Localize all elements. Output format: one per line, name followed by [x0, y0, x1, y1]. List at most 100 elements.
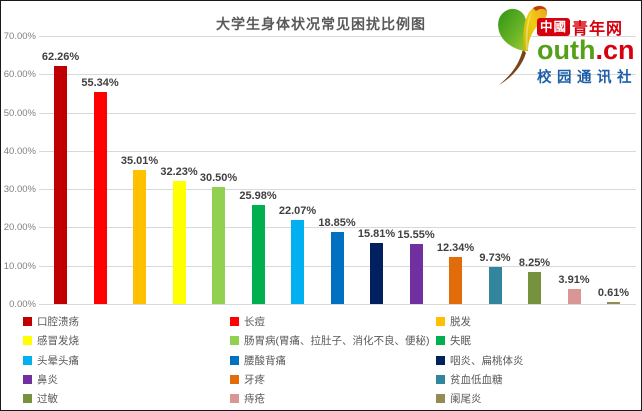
y-axis-tick-label: 70.00%: [3, 31, 36, 42]
legend-item-口腔溃疡: 口腔溃疡: [23, 314, 79, 329]
bar-value-label: 62.26%: [41, 50, 80, 63]
bar-痔疮: [567, 289, 581, 304]
legend-swatch: [23, 374, 32, 384]
youthcn-logo: 中國 青年网 outh .cn 校园通讯社: [493, 3, 637, 89]
legend-item-阑尾炎: 阑尾炎: [436, 391, 482, 406]
y-axis-tick-label: 40.00%: [3, 145, 36, 157]
logo-brand-row: outh .cn: [537, 37, 635, 64]
bar-value-label: 55.34%: [81, 77, 119, 90]
legend-swatch: [436, 336, 445, 346]
gridline: [39, 150, 636, 152]
legend-item-过敏: 过敏: [23, 391, 58, 406]
legend-item-长痘: 长痘: [230, 314, 265, 329]
bar-value-label: 0.61%: [597, 286, 630, 299]
bar-value-label: 8.25%: [518, 257, 551, 270]
legend-item-咽炎、扁桃体炎: 咽炎、扁桃体炎: [436, 353, 524, 368]
legend-item-脱发: 脱发: [436, 314, 471, 329]
legend-item-牙疼: 牙疼: [230, 372, 265, 387]
legend-label: 鼻炎: [37, 373, 58, 386]
bar-value-label: 18.85%: [318, 216, 356, 229]
bar-value-label: 25.98%: [239, 189, 277, 202]
legend-item-感冒发烧: 感冒发烧: [23, 333, 79, 348]
bar-value-label: 15.55%: [397, 229, 435, 242]
logo-text-block: 中國 青年网 outh .cn 校园通讯社: [537, 3, 637, 87]
chart-title: 大学生身体状况常见困扰比例图: [216, 16, 426, 32]
legend-label: 阑尾炎: [450, 393, 482, 406]
bar-贫血低血糖: [488, 266, 502, 304]
legend-swatch: [436, 394, 445, 404]
y-axis-tick-label: 10.00%: [3, 260, 36, 272]
y-axis-tick-label: 20.00%: [3, 222, 36, 234]
bar-value-label: 30.50%: [199, 172, 238, 185]
gridline: [39, 74, 636, 76]
legend-item-头晕头痛: 头晕头痛: [23, 353, 79, 368]
legend-label: 感冒发烧: [37, 335, 79, 348]
legend-label: 过敏: [37, 393, 58, 406]
bar-value-label: 9.73%: [479, 251, 511, 264]
y-axis-tick-label: 30.00%: [3, 184, 36, 196]
legend-label: 头晕头痛: [37, 354, 79, 367]
gridline: [39, 304, 636, 305]
gridline: [39, 112, 636, 114]
legend-label: 咽炎、扁桃体炎: [450, 354, 524, 367]
bar-腰酸背痛: [330, 231, 344, 304]
bar-长痘: [93, 92, 107, 304]
y-axis-tick-label: 0.00%: [9, 299, 36, 310]
bar-过敏: [528, 272, 541, 304]
logo-brand-green: outh: [537, 35, 596, 65]
legend-swatch: [230, 374, 239, 384]
gridline: [39, 36, 636, 37]
legend-item-腰酸背痛: 腰酸背痛: [230, 353, 286, 368]
legend-item-贫血低血糖: 贫血低血糖: [436, 372, 503, 387]
logo-subtitle: 校园通讯社: [537, 70, 637, 86]
bar-value-label: 15.81%: [357, 228, 396, 241]
legend-item-鼻炎: 鼻炎: [23, 372, 58, 387]
legend-label: 贫血低血糖: [450, 373, 503, 386]
y-axis-tick-label: 50.00%: [3, 107, 36, 119]
legend-swatch: [23, 394, 32, 404]
logo-brand-domain: .cn: [595, 35, 635, 65]
legend-swatch: [436, 317, 445, 326]
legend-label: 腰酸背痛: [244, 354, 286, 367]
bar-value-label: 35.01%: [120, 154, 159, 167]
bar-肠胃病(胃痛、拉肚子、消化不良、便秘): [212, 187, 225, 304]
bar-value-label: 32.23%: [160, 165, 198, 178]
bar-value-label: 12.34%: [436, 241, 475, 254]
logo-china-badge: 中國: [537, 17, 571, 37]
legend-swatch: [436, 355, 445, 365]
y-axis-tick-label: 60.00%: [3, 69, 36, 81]
legend-label: 口腔溃疡: [37, 316, 79, 328]
bar-失眠: [251, 204, 265, 304]
plot-area: 62.26% 55.34% 35.01% 32.23% 30.50% 25.98% 22.0…: [39, 36, 636, 305]
legend-label: 肠胃病(胃痛、拉肚子、消化不良、便秘): [244, 335, 430, 348]
legend-label: 长痘: [244, 316, 265, 328]
legend-swatch: [23, 336, 32, 346]
bar-咽炎、扁桃体炎: [370, 243, 383, 304]
bar-value-label: 3.91%: [558, 274, 590, 287]
legend-label: 脱发: [450, 316, 471, 328]
legend-label: 痔疮: [244, 393, 265, 406]
bar-阑尾炎: [607, 301, 620, 304]
legend-swatch: [436, 374, 445, 384]
legend-item-痔疮: 痔疮: [230, 391, 265, 406]
legend-item-肠胃病(胃痛、拉肚子、消化不良、便秘): 肠胃病(胃痛、拉肚子、消化不良、便秘): [230, 333, 430, 348]
legend-label: 失眠: [450, 335, 471, 348]
legend-swatch: [230, 317, 239, 326]
legend-swatch: [230, 355, 239, 365]
logo-brand-red: 青年网: [572, 21, 624, 38]
bar-头晕头痛: [291, 219, 304, 304]
legend-swatch: [23, 317, 32, 326]
logo-top-row: 中國 青年网: [537, 17, 624, 38]
gridline: [39, 227, 636, 229]
legend-swatch: [230, 394, 239, 404]
legend-swatch: [23, 355, 32, 365]
bar-鼻炎: [409, 244, 423, 304]
bar-value-label: 22.07%: [278, 204, 317, 217]
ginkgo-leaf-icon: [498, 5, 548, 85]
bar-脱发: [133, 169, 146, 304]
gridline: [39, 189, 636, 191]
bar-牙疼: [449, 256, 462, 304]
legend-item-失眠: 失眠: [436, 333, 471, 348]
legend-swatch: [230, 336, 239, 346]
